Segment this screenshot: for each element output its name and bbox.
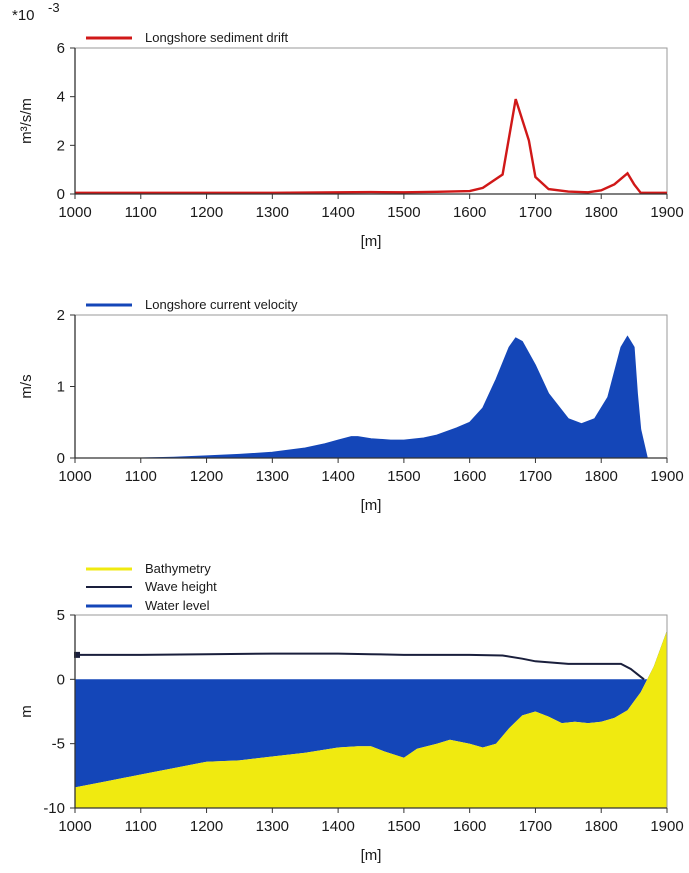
x-tick-label: 1700 xyxy=(519,468,552,485)
series-area-current-velocity xyxy=(75,335,648,459)
y-axis-label: m xyxy=(18,705,35,718)
x-tick-label: 1100 xyxy=(125,468,157,485)
x-axis-label: [m] xyxy=(361,233,382,250)
y-tick-label: 1 xyxy=(57,379,65,396)
x-axis-label: [m] xyxy=(361,497,382,514)
x-tick-label: 1200 xyxy=(190,204,223,221)
legend-label: Bathymetry xyxy=(145,561,211,576)
plot-frame-1 xyxy=(74,47,668,195)
x-tick-label: 1600 xyxy=(453,818,486,835)
x-tick-label: 1300 xyxy=(256,468,289,485)
x-tick-label: 1500 xyxy=(387,204,420,221)
x-tick-label: 1900 xyxy=(650,818,683,835)
x-axis-label: [m] xyxy=(361,847,382,864)
x-tick-label: 1600 xyxy=(453,204,486,221)
x-tick-label: 1300 xyxy=(256,204,289,221)
y-tick-label: 5 xyxy=(57,607,65,624)
y-tick-label: 6 xyxy=(57,40,65,57)
x-tick-label: 1200 xyxy=(190,818,223,835)
x-tick-label: 1800 xyxy=(585,204,618,221)
x-tick-label: 1200 xyxy=(190,468,223,485)
legend-label: Longshore current velocity xyxy=(145,297,298,312)
legend-label: Water level xyxy=(145,598,210,613)
x-tick-label: 1100 xyxy=(125,204,157,221)
x-tick-label: 1300 xyxy=(256,818,289,835)
y-tick-label: 2 xyxy=(57,307,65,324)
y-scale-exponent: -3 xyxy=(48,0,60,15)
x-tick-label: 1500 xyxy=(387,468,420,485)
x-tick-label: 1900 xyxy=(650,468,683,485)
wave-height-start-marker xyxy=(74,651,80,658)
x-tick-label: 1900 xyxy=(650,204,683,221)
y-tick-label: 0 xyxy=(57,186,65,203)
series-area-water-level xyxy=(75,630,667,788)
x-tick-label: 1700 xyxy=(519,818,552,835)
y-tick-label: 4 xyxy=(57,89,65,106)
series-line-wave-height xyxy=(75,652,645,681)
y-tick-label: 2 xyxy=(57,137,65,154)
x-tick-label: 1000 xyxy=(58,204,91,221)
legend-label: Longshore sediment drift xyxy=(145,30,288,45)
y-tick-label: -5 xyxy=(52,736,65,753)
y-axis-label: m/s xyxy=(18,374,35,398)
x-tick-label: 1800 xyxy=(585,468,618,485)
y-axis-label: m³/s/m xyxy=(18,98,35,144)
x-tick-label: 1000 xyxy=(58,468,91,485)
x-tick-label: 1700 xyxy=(519,204,552,221)
y-tick-label: 0 xyxy=(57,450,65,467)
x-tick-label: 1400 xyxy=(321,818,354,835)
y-tick-label: 0 xyxy=(57,671,65,688)
x-tick-label: 1800 xyxy=(585,818,618,835)
x-tick-label: 1400 xyxy=(321,204,354,221)
x-tick-label: 1000 xyxy=(58,818,91,835)
series-line-sediment-drift xyxy=(75,98,667,195)
legend-label: Wave height xyxy=(145,579,217,594)
x-tick-label: 1500 xyxy=(387,818,420,835)
y-scale-factor: *10 xyxy=(12,7,35,24)
series-area-bathymetry xyxy=(75,630,667,808)
y-tick-label: -10 xyxy=(43,800,65,817)
x-tick-label: 1600 xyxy=(453,468,486,485)
x-tick-label: 1400 xyxy=(321,468,354,485)
x-tick-label: 1100 xyxy=(125,818,157,835)
